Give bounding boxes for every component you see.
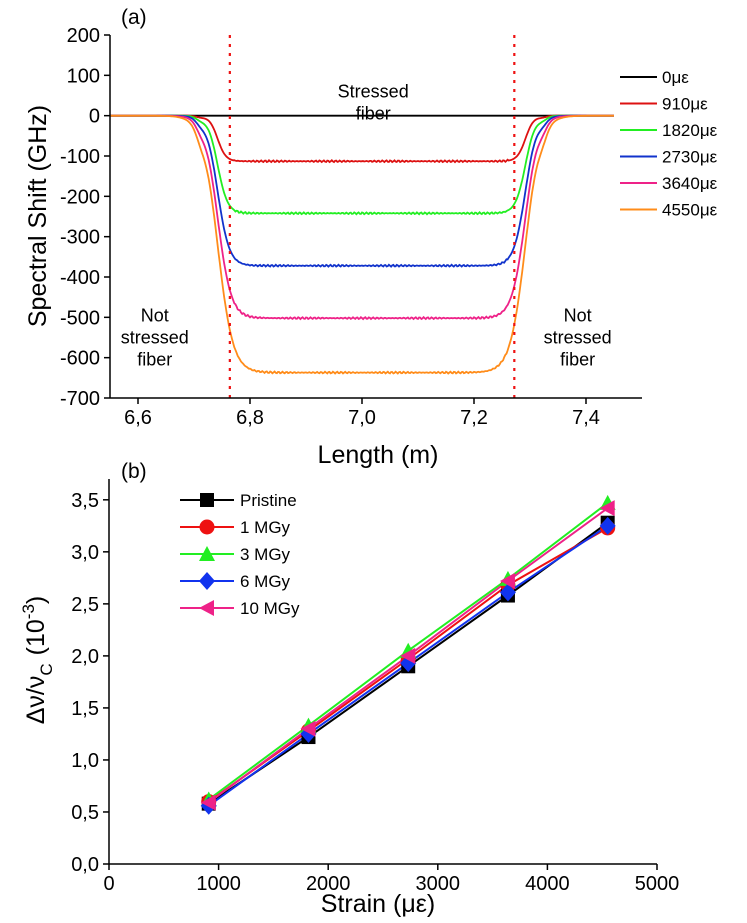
- x-tick-label-b: 3000: [416, 873, 461, 895]
- legend-a-label-5: 3640με: [662, 174, 718, 193]
- x-axis-label-b: Strain (με): [321, 890, 435, 918]
- y-label-exp-b: -3: [19, 604, 38, 619]
- data-point-b-4: [599, 516, 616, 535]
- annotation-line: Stressed: [338, 82, 409, 102]
- x-tick-label-a: 7,2: [460, 407, 488, 429]
- y-tick-label-a: -700: [60, 388, 100, 410]
- x-tick-label-b: 4000: [525, 873, 570, 895]
- annotation-line: fiber: [137, 349, 172, 369]
- legend-b-marker-2: [199, 519, 215, 535]
- legend-b-marker-1: [200, 493, 214, 507]
- data-point-b-5: [499, 572, 515, 589]
- y-tick-label-b: 3,0: [71, 542, 99, 564]
- annotation-line: Not: [564, 305, 592, 325]
- annotation-line: Not: [141, 305, 169, 325]
- y-tick-label-b: 0,0: [71, 854, 99, 876]
- legend-a-label-2: 910με: [662, 95, 708, 114]
- panel-b-strain-chart: (b) 0,0 0,5 1,0 1,5 2,0 2,5 3,0 3,5 0 1000 2000 300…: [19, 460, 679, 918]
- x-axis-label-a: Length (m): [318, 441, 439, 469]
- line-series-3: [110, 114, 614, 216]
- annotation-line: fiber: [356, 104, 391, 124]
- y-tick-label-a: 200: [67, 25, 100, 47]
- y-tick-label-a: -100: [60, 146, 100, 168]
- data-point-b-4: [499, 583, 516, 602]
- panel-a-spectral-shift-chart: (a) 200 100 0 -100 -200 -300 -400 -500 -600 -700 6…: [24, 6, 718, 469]
- annotation-1: Stressed fiber: [338, 82, 409, 124]
- panel-label-a: (a): [121, 6, 147, 29]
- line-series-4: [110, 114, 614, 268]
- y-tick-label-b: 2,5: [71, 594, 99, 616]
- legend-b-marker-4: [199, 572, 215, 590]
- legend-a-label-1: 0με: [662, 68, 689, 87]
- x-tick-label-b: 0: [103, 873, 114, 895]
- y-tick-label-a: -500: [60, 307, 100, 329]
- axes-a: 200 100 0 -100 -200 -300 -400 -500 -600 -700 6,6 6,…: [60, 25, 642, 429]
- x-tick-label-a: 6,6: [124, 407, 152, 429]
- legend-a: 0με 910με 1820με 2730με 3640με 4550με: [620, 68, 718, 220]
- y-label-close-b: ): [22, 596, 50, 604]
- legend-a-label-3: 1820με: [662, 121, 718, 140]
- y-tick-label-b: 3,5: [71, 490, 99, 512]
- line-series-2: [110, 114, 614, 164]
- y-label-unit-b: (10: [22, 619, 50, 655]
- annotation-line: stressed: [544, 327, 612, 347]
- x-tick-label-b: 5000: [635, 873, 680, 895]
- annotation-2: Not stressed fiber: [121, 305, 189, 369]
- x-tick-label-b: 2000: [306, 873, 351, 895]
- y-label-sub-b: C: [37, 663, 56, 675]
- legend-b-label-5: 10 MGy: [240, 599, 300, 618]
- panel-label-b: (b): [121, 460, 147, 483]
- legend-b-label-3: 3 MGy: [240, 545, 291, 564]
- legend-b-label-4: 6 MGy: [240, 572, 291, 591]
- y-axis-label-b: Δν/νC (10-3): [19, 596, 56, 725]
- legend-b-label-2: 1 MGy: [240, 518, 291, 537]
- y-tick-label-a: -400: [60, 267, 100, 289]
- legend-b-marker-5: [199, 600, 214, 616]
- plot-area-a: [110, 35, 614, 398]
- y-tick-label-b: 2,0: [71, 646, 99, 668]
- legend-b: Pristine 1 MGy 3 MGy 6 MGy 10 MGy: [180, 491, 300, 618]
- legend-a-label-6: 4550με: [662, 201, 718, 220]
- y-tick-label-a: -300: [60, 227, 100, 249]
- y-tick-label-a: -200: [60, 186, 100, 208]
- y-tick-label-b: 1,0: [71, 750, 99, 772]
- y-tick-label-a: -600: [60, 348, 100, 370]
- y-axis-label-a: Spectral Shift (GHz): [24, 105, 52, 327]
- legend-b-label-1: Pristine: [240, 491, 297, 510]
- data-point-b-5: [300, 720, 316, 737]
- y-tick-label-b: 0,5: [71, 802, 99, 824]
- data-point-b-5: [599, 500, 615, 517]
- y-tick-label-a: 100: [67, 65, 100, 87]
- x-tick-label-a: 6,8: [236, 407, 264, 429]
- line-series-5: [110, 114, 614, 321]
- y-tick-label-a: 0: [89, 106, 100, 128]
- annotation-line: stressed: [121, 327, 189, 347]
- x-tick-label-b: 1000: [196, 873, 241, 895]
- axes-b: 0,0 0,5 1,0 1,5 2,0 2,5 3,0 3,5 0 1000 2000 3000 400…: [71, 479, 679, 895]
- legend-a-label-4: 2730με: [662, 148, 718, 167]
- y-label-main-b: Δν/ν: [22, 676, 50, 725]
- legend-b-marker-3: [199, 546, 215, 561]
- annotation-3: Not stressed fiber: [544, 305, 612, 369]
- annotation-line: fiber: [560, 349, 595, 369]
- plot-area-b: [200, 494, 616, 815]
- x-tick-label-a: 7,0: [348, 407, 376, 429]
- x-tick-label-a: 7,4: [572, 407, 600, 429]
- data-point-b-5: [200, 794, 216, 811]
- y-tick-label-b: 1,5: [71, 698, 99, 720]
- line-series-6: [110, 114, 614, 375]
- data-point-b-5: [400, 647, 416, 664]
